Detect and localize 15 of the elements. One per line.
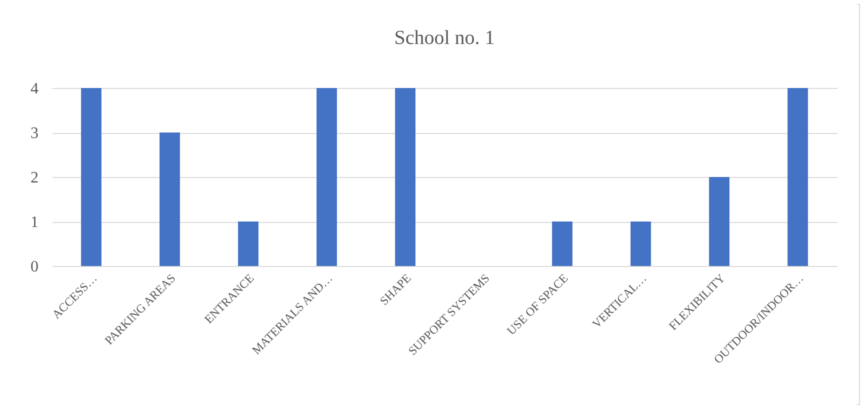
bar — [160, 132, 180, 266]
bar — [709, 177, 730, 266]
bar — [316, 88, 337, 266]
bar — [552, 222, 572, 266]
y-tick-label: 0 — [30, 258, 38, 276]
y-tick-label: 4 — [30, 80, 38, 98]
bar — [238, 222, 258, 266]
y-tick-label: 1 — [30, 214, 38, 231]
y-tick-label: 3 — [30, 125, 38, 142]
bar — [81, 88, 102, 266]
bar — [788, 88, 808, 266]
bar — [395, 88, 416, 266]
chart-title: School no. 1 — [394, 27, 495, 49]
bar — [630, 222, 651, 266]
y-tick-label: 2 — [30, 170, 38, 186]
